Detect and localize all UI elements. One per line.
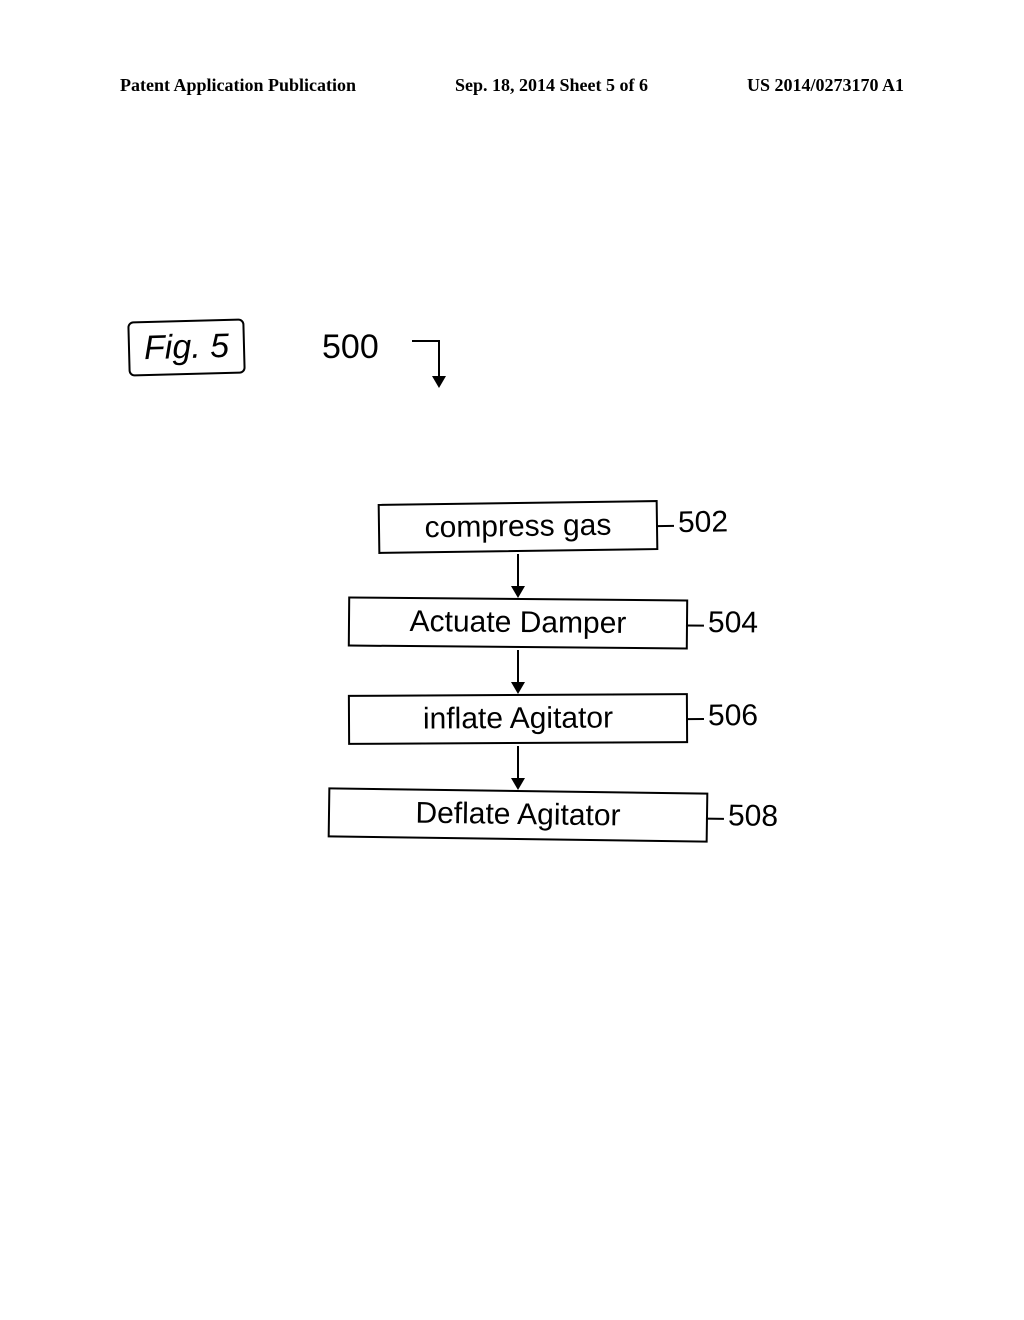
header-center: Sep. 18, 2014 Sheet 5 of 6 [455, 75, 648, 96]
flow-step-1: compress gas 502 [378, 500, 659, 554]
flow-step-4: Deflate Agitator 508 [328, 787, 709, 842]
flow-step-3-leader [686, 718, 704, 720]
flow-step-4-ref: 508 [728, 799, 779, 834]
flowchart: compress gas 502 Actuate Damper 504 infl… [268, 502, 768, 840]
header-left: Patent Application Publication [120, 75, 356, 96]
flow-step-2-text: Actuate Damper [409, 605, 626, 640]
flow-step-1-ref: 502 [678, 505, 729, 540]
flow-step-3-ref: 506 [708, 699, 758, 733]
figure-overall-ref: 500 [322, 328, 379, 367]
flow-step-1-leader [656, 525, 674, 527]
page-header: Patent Application Publication Sep. 18, … [0, 75, 1024, 96]
flow-step-2-leader [686, 624, 704, 626]
ref-500-leader-hook [412, 340, 440, 378]
flow-step-2: Actuate Damper 504 [348, 597, 688, 650]
flow-step-1-text: compress gas [424, 509, 611, 545]
figure-label-box: Fig. 5 [127, 318, 245, 376]
flow-arrow-1 [517, 554, 520, 596]
flow-arrow-3 [517, 746, 520, 788]
flow-step-3-text: inflate Agitator [423, 702, 613, 736]
flow-step-2-ref: 504 [708, 606, 758, 640]
flow-arrow-2 [517, 650, 520, 692]
flow-step-4-text: Deflate Agitator [415, 797, 621, 833]
flow-step-4-leader [706, 818, 724, 820]
figure-label: Fig. 5 [144, 327, 230, 367]
ref-500-arrowhead-icon [432, 376, 446, 388]
header-right: US 2014/0273170 A1 [747, 75, 904, 96]
flow-step-3: inflate Agitator 506 [348, 693, 688, 745]
